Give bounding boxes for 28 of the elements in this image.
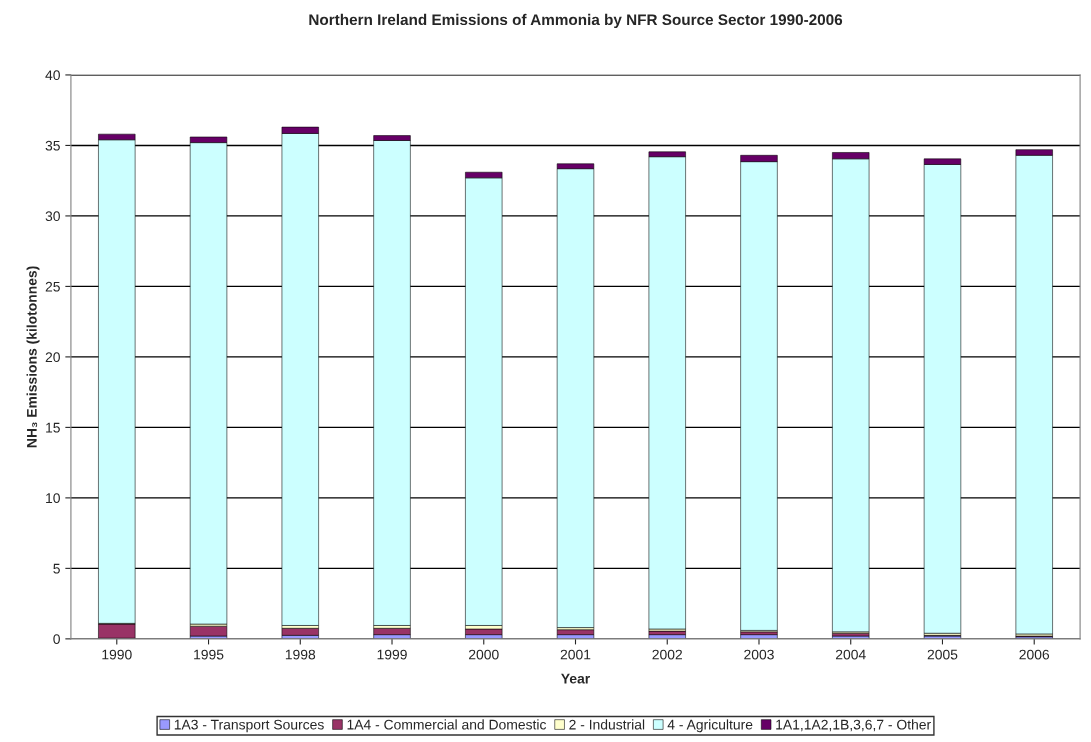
x-axis-title: Year [561,673,590,684]
x-tick-label: 1998 [285,649,316,660]
x-tick-label: 2003 [744,649,774,660]
y-tick-label: 40 [45,70,60,81]
y-tick-label: 35 [45,140,60,151]
x-tick-label: 2006 [1019,649,1050,660]
x-tick-label: 2001 [560,649,591,660]
legend-label: 4 - Agriculture [667,719,753,733]
x-tick-label: 2004 [835,649,866,660]
y-tick-label: 15 [46,422,60,433]
x-tick-label: 2005 [927,649,958,660]
y-tick-label: 30 [45,211,60,222]
y-tick-label: 20 [45,352,60,363]
x-tick-label: 2000 [469,649,499,660]
y-tick-label: 25 [45,281,60,292]
legend-label: 1A4 - Commercial and Domestic [347,719,547,730]
legend-label: 2 - Industrial [569,719,645,730]
y-tick-label: 0 [53,634,60,645]
legend-label: 1A1,1A2,1B,3,6,7 - Other [776,719,931,732]
y-axis-title: NH₃ Emissions (kilotonnes) [26,266,40,448]
chart-title: Northern Ireland Emissions of Ammonia by NFR Source Sector 1990-2006 [309,13,843,29]
x-tick-label: 1990 [102,649,132,660]
legend-label: 1A3 - Transport Sources [174,719,324,733]
x-tick-label: 2002 [652,649,682,660]
y-tick-label: 5 [53,563,60,574]
x-tick-label: 1995 [194,649,224,660]
x-tick-label: 1999 [377,649,407,660]
y-tick-label: 10 [46,493,60,504]
